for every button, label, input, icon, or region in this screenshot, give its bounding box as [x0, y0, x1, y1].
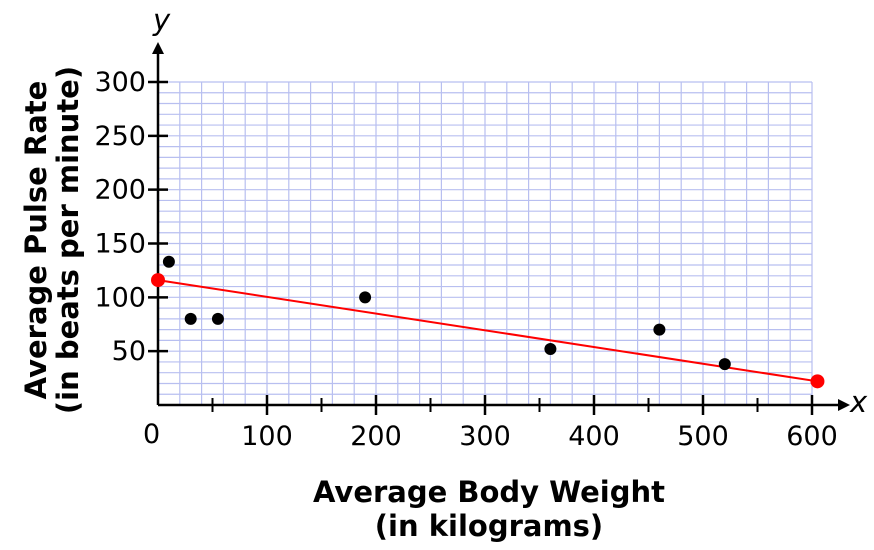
data-point: [162, 255, 175, 268]
trend-line-start-point: [151, 273, 165, 288]
x-axis-title-line-1: Average Body Weight: [313, 475, 665, 509]
x-axis-title-line-2: (in kilograms): [375, 509, 603, 543]
trend-line: [157, 279, 818, 383]
y-axis-arrow-icon: [152, 42, 164, 54]
axes: [152, 42, 850, 411]
x-axis-letter: x: [849, 385, 868, 419]
x-axis-arrow-icon: [838, 399, 850, 411]
x-tick-label: 200: [350, 421, 402, 452]
data-points: [162, 255, 731, 371]
y-tick-label: 250: [94, 121, 146, 152]
x-tick-label: 600: [786, 421, 838, 452]
x-tick-label: 300: [459, 421, 511, 452]
x-tick-label: 500: [677, 421, 729, 452]
y-tick-label: 300: [94, 67, 146, 98]
data-point: [544, 343, 557, 356]
data-point: [718, 358, 731, 371]
trend-line-end-point: [810, 374, 825, 389]
y-axis-letter: y: [152, 3, 171, 37]
grid: [157, 81, 813, 406]
y-tick-label: 200: [94, 175, 146, 206]
data-point: [653, 323, 666, 336]
trend-layer: [151, 273, 825, 389]
data-point: [359, 291, 372, 304]
origin-label: 0: [143, 419, 160, 450]
data-point: [211, 312, 224, 325]
y-axis-title-line-1: Average Pulse Rate: [19, 81, 53, 400]
x-tick-label: 400: [568, 421, 620, 452]
y-tick-label: 150: [94, 229, 146, 260]
y-tick-label: 100: [94, 282, 146, 313]
y-tick-label: 50: [112, 336, 146, 367]
tick-labels: 100 200 300 400 500 600 50 100 150 200 250 300: [94, 67, 837, 452]
y-axis-title-line-2: (in beats per minute): [51, 66, 85, 414]
data-point: [184, 312, 197, 325]
x-tick-label: 100: [241, 421, 293, 452]
